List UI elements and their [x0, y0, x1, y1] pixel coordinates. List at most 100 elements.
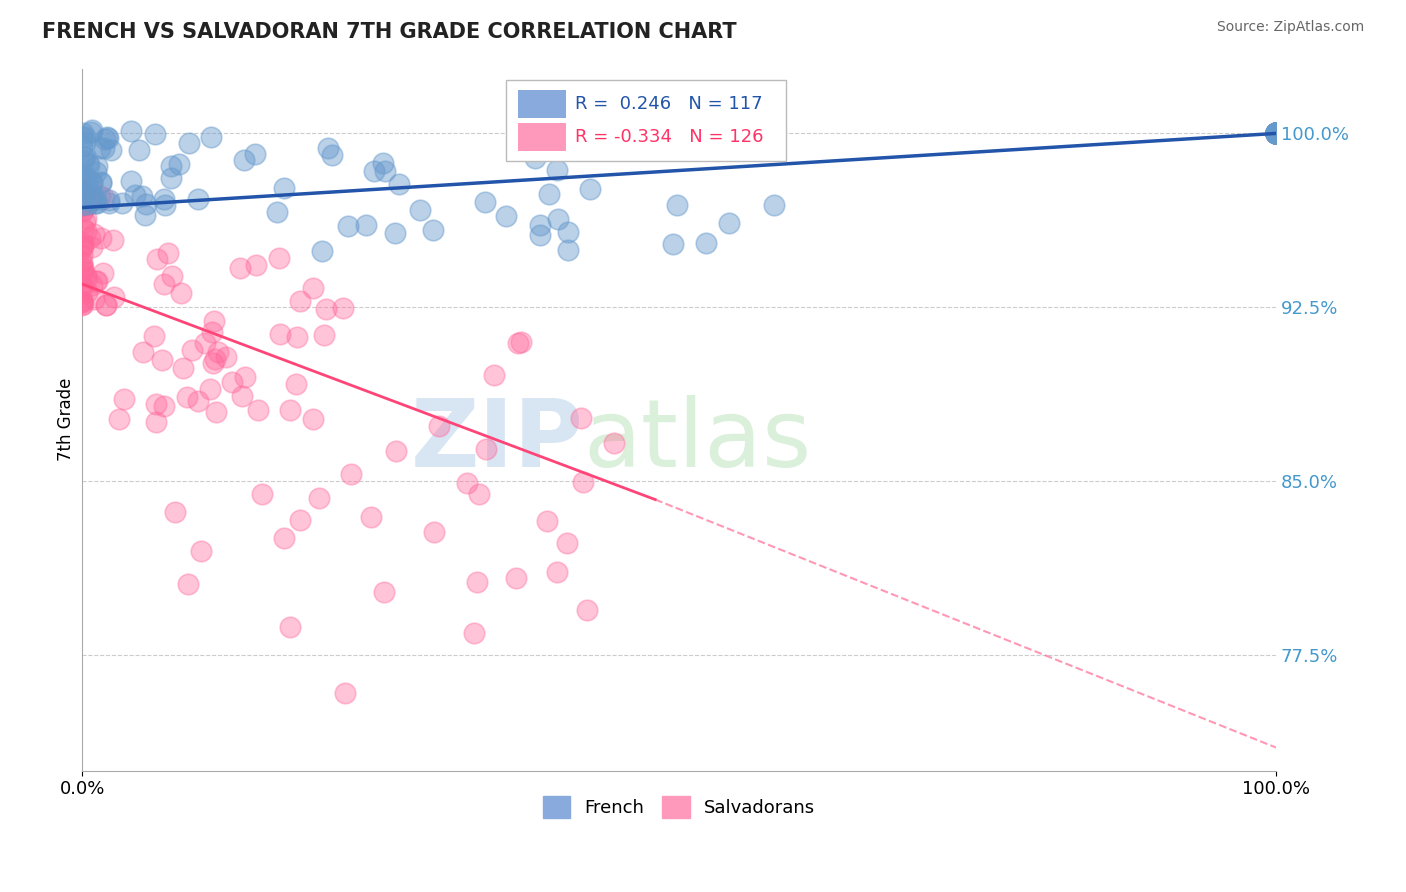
- Point: [321, 148, 343, 162]
- Point: [1265, 127, 1288, 141]
- Point: [1265, 127, 1288, 141]
- Point: [557, 243, 579, 257]
- Point: [423, 524, 446, 539]
- Point: [80, 194, 103, 208]
- Point: [70, 298, 93, 312]
- Point: [555, 536, 578, 550]
- Point: [187, 394, 209, 409]
- Point: [1265, 127, 1288, 141]
- Point: [465, 575, 488, 590]
- Point: [70, 294, 93, 309]
- Point: [72, 293, 94, 308]
- Point: [172, 361, 194, 376]
- Point: [72, 237, 94, 252]
- Point: [75, 135, 97, 149]
- Point: [662, 237, 685, 252]
- Point: [83, 227, 105, 241]
- Point: [463, 626, 485, 640]
- Point: [135, 197, 157, 211]
- Point: [72, 172, 94, 186]
- Point: [120, 124, 142, 138]
- Point: [89, 141, 111, 155]
- Point: [72, 202, 94, 217]
- Point: [75, 224, 97, 238]
- Point: [1265, 127, 1288, 141]
- Point: [1265, 127, 1288, 141]
- Point: [360, 510, 382, 524]
- Point: [529, 218, 551, 232]
- Y-axis label: 7th Grade: 7th Grade: [58, 378, 75, 461]
- Point: [82, 123, 104, 137]
- Point: [1265, 127, 1288, 141]
- Point: [1265, 127, 1288, 141]
- Point: [72, 126, 94, 140]
- Point: [385, 444, 408, 458]
- Point: [134, 208, 156, 222]
- Point: [569, 411, 592, 425]
- Point: [86, 159, 108, 173]
- Point: [1265, 127, 1288, 141]
- Point: [337, 219, 360, 234]
- Point: [371, 156, 394, 170]
- Point: [111, 195, 134, 210]
- Point: [93, 191, 115, 205]
- Point: [285, 377, 308, 392]
- Point: [84, 164, 107, 178]
- Point: [73, 169, 96, 183]
- Point: [311, 244, 333, 258]
- Point: [340, 467, 363, 482]
- Point: [70, 195, 93, 210]
- Point: [202, 356, 225, 370]
- Point: [1265, 127, 1288, 141]
- Point: [84, 274, 107, 288]
- Point: [80, 239, 103, 253]
- Point: [1265, 127, 1288, 141]
- Point: [1265, 127, 1288, 141]
- Point: [332, 301, 354, 315]
- Point: [96, 298, 118, 312]
- Point: [70, 183, 93, 197]
- Point: [200, 382, 222, 396]
- Point: [267, 251, 290, 265]
- Point: [84, 194, 107, 208]
- Point: [374, 163, 396, 178]
- Point: [523, 151, 546, 165]
- Point: [73, 189, 96, 203]
- Point: [84, 196, 107, 211]
- Point: [153, 277, 176, 292]
- Point: [132, 345, 155, 359]
- Point: [112, 392, 135, 407]
- Point: [90, 176, 112, 190]
- Point: [98, 196, 121, 211]
- Point: [153, 399, 176, 413]
- Point: [468, 487, 491, 501]
- Point: [204, 352, 226, 367]
- Point: [363, 164, 385, 178]
- Point: [409, 202, 432, 217]
- Point: [194, 335, 217, 350]
- Point: [475, 442, 498, 456]
- Point: [70, 175, 93, 189]
- Point: [1265, 127, 1288, 141]
- Point: [1265, 127, 1288, 141]
- Point: [546, 565, 568, 579]
- Point: [505, 571, 527, 585]
- Point: [301, 412, 323, 426]
- Point: [70, 198, 93, 212]
- Point: [76, 270, 98, 285]
- Point: [250, 487, 273, 501]
- Point: [233, 369, 256, 384]
- Point: [79, 181, 101, 195]
- Point: [529, 227, 551, 242]
- Point: [285, 330, 308, 344]
- Point: [72, 261, 94, 276]
- Point: [77, 156, 100, 170]
- Point: [1265, 127, 1288, 141]
- Point: [422, 223, 444, 237]
- Point: [229, 260, 252, 275]
- Point: [86, 274, 108, 288]
- Point: [75, 269, 97, 284]
- Point: [315, 301, 337, 316]
- Point: [94, 298, 117, 312]
- Point: [72, 153, 94, 168]
